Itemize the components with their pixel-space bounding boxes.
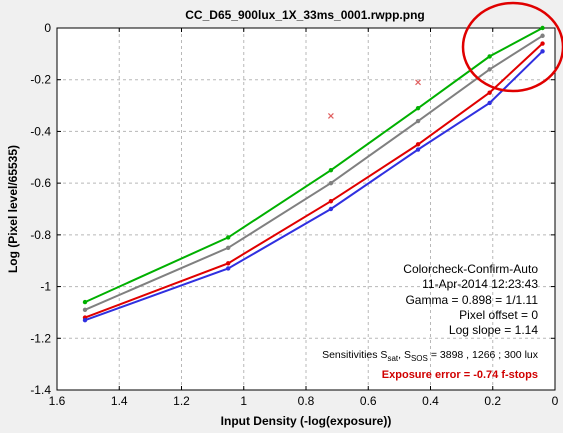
data-point [487, 90, 492, 95]
data-point [540, 49, 545, 54]
data-point [540, 33, 545, 38]
data-point [225, 261, 231, 266]
annotation-date: 11-Apr-2014 12:23:43 [422, 277, 538, 291]
series-line-2 [84, 34, 544, 311]
series-layer [82, 25, 545, 323]
outlier-layer [327, 79, 421, 119]
x-axis: 1.6 1.4 1.2 1 0.8 0.6 0.4 0.2 0 [49, 28, 559, 408]
y-axis-label: Log (Pixel level/65535) [6, 145, 20, 273]
x-axis-label: Input Density (-log(exposure)) [221, 414, 392, 428]
data-point [487, 67, 492, 72]
x-tick-label: 1.6 [49, 394, 66, 408]
y-tick-label: 0 [44, 21, 51, 35]
annotation-exposure-error: Exposure error = -0.74 f-stops [382, 369, 538, 381]
data-point [82, 317, 88, 323]
x-tick-label: 0.8 [298, 394, 315, 408]
annotation-method: Colorcheck-Confirm-Auto [403, 262, 538, 276]
series-line-3 [84, 42, 544, 319]
grid [57, 28, 555, 390]
y-tick-label: -1.2 [30, 331, 51, 345]
data-point [487, 100, 492, 106]
y-tick-label: -0.2 [30, 73, 51, 87]
annotation-gamma: Gamma = 0.898 = 1/1.11 [405, 293, 538, 307]
x-tick-label: 1.2 [173, 394, 190, 408]
data-point [415, 142, 421, 147]
data-point [82, 299, 88, 305]
highlight-circle [461, 1, 563, 93]
x-tick-label: 1 [240, 394, 247, 408]
data-point [82, 307, 88, 313]
y-tick-label: -0.8 [30, 228, 51, 242]
outlier-marker [327, 112, 334, 119]
data-point [225, 266, 231, 271]
x-tick-label: 0.4 [422, 394, 439, 408]
y-tick-label: -1.4 [30, 383, 51, 397]
data-point [328, 180, 334, 186]
series-line-1 [84, 27, 543, 304]
data-point [540, 25, 545, 31]
outlier-marker [415, 79, 421, 86]
annotation-slope: Log slope = 1.14 [449, 323, 538, 337]
x-tick-label: 0.6 [360, 394, 377, 408]
data-point [328, 199, 334, 204]
data-point [415, 118, 421, 124]
y-axis: 0 -0.2 -0.4 -0.6 -0.8 -1 -1.2 -1.4 [30, 21, 555, 397]
data-point [487, 54, 492, 59]
data-point [415, 105, 421, 111]
y-tick-label: -1 [40, 280, 51, 294]
series-line-4 [84, 50, 544, 322]
data-point [225, 235, 231, 240]
x-tick-label: 0.2 [484, 394, 501, 408]
data-point [415, 147, 421, 152]
chart-title: CC_D65_900lux_1X_33ms_0001.rwpp.png [185, 8, 424, 22]
y-tick-label: -0.6 [30, 176, 51, 190]
x-tick-label: 1.4 [111, 394, 128, 408]
annotation-offset: Pixel offset = 0 [459, 308, 538, 322]
data-point [328, 168, 334, 173]
data-point [540, 41, 545, 46]
y-tick-label: -0.4 [30, 124, 51, 138]
annotation-sensitivities: Sensitivities Ssat, SSOS = 3898 , 1266 ; … [322, 349, 539, 363]
x-tick-label: 0 [552, 394, 559, 408]
data-point [225, 245, 231, 250]
data-point [328, 206, 334, 212]
